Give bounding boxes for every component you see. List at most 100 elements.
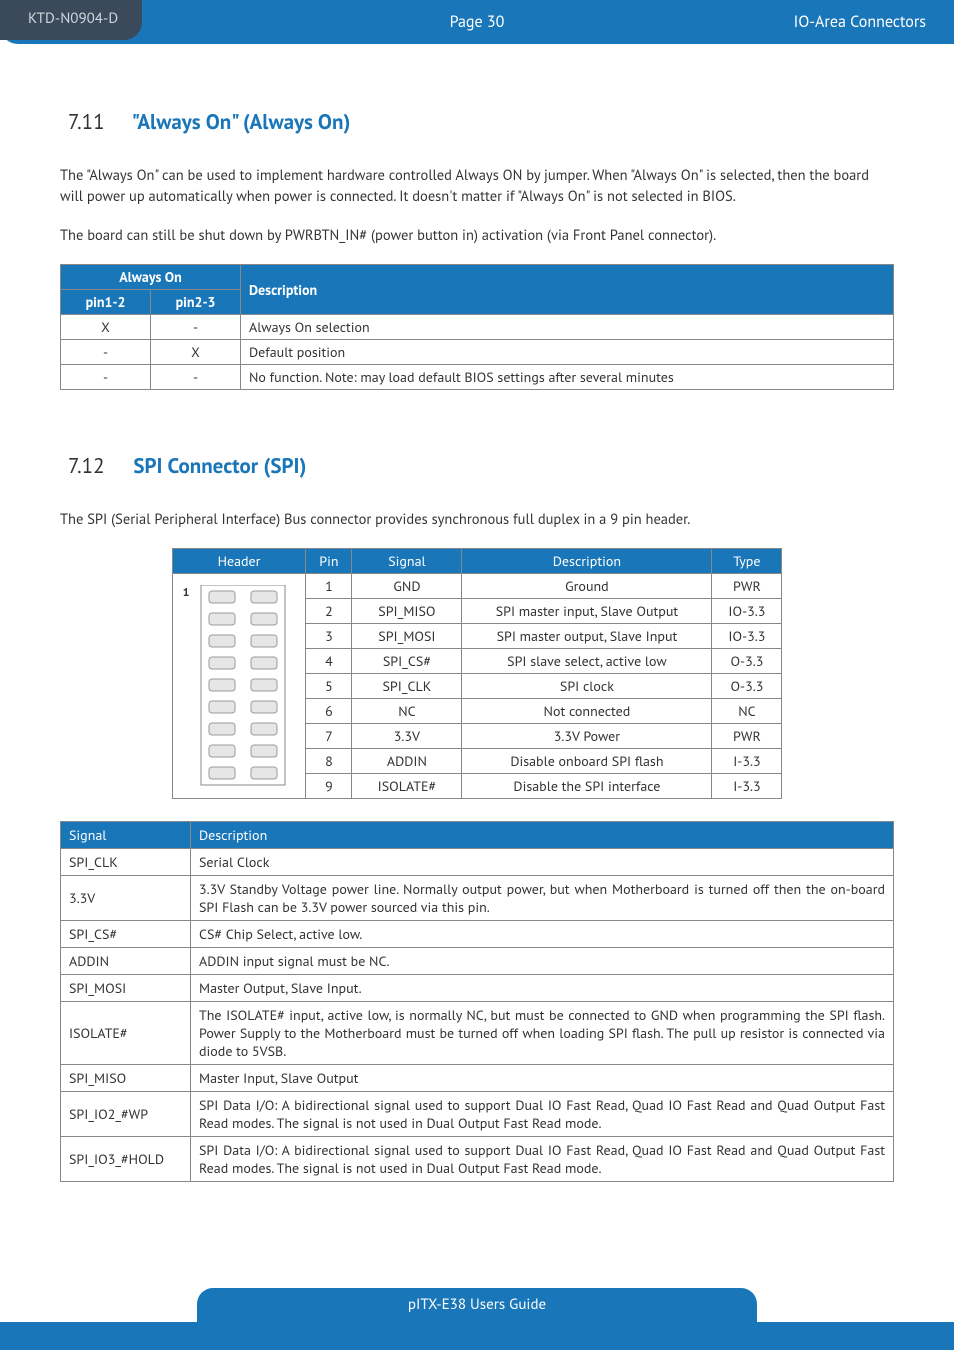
table-row: SPI_IO2_#WPSPI Data I/O: A bidirectional… [61,1092,894,1137]
cell: SPI_IO2_#WP [61,1092,191,1137]
cell: SPI slave select, active low [462,649,712,674]
paragraph: The SPI (Serial Peripheral Interface) Bu… [60,509,894,530]
cell: 1 [306,574,352,599]
cell: PWR [712,574,782,599]
cell: ADDIN [61,948,191,975]
cell: SPI_CS# [352,649,462,674]
section-name: IO-Area Connectors [794,12,926,32]
cell: ISOLATE# [352,774,462,799]
table-header: Description [241,265,894,315]
section-title-text: "Always On" (Always On) [132,108,351,135]
page-header: KTD-N0904-D Page 30 IO-Area Connectors [0,0,954,44]
cell: 3.3V [61,876,191,921]
cell: SPI_MOSI [352,624,462,649]
cell: IO-3.3 [712,599,782,624]
cell: SPI Data I/O: A bidirectional signal use… [191,1137,894,1182]
cell: The ISOLATE# input, active low, is norma… [191,1002,894,1065]
footer-title: pITX-E38 Users Guide [197,1288,757,1322]
cell: Disable the SPI interface [462,774,712,799]
table-header: pin1-2 [61,290,151,315]
cell: SPI master input, Slave Output [462,599,712,624]
table-header: Signal [352,549,462,574]
table-row: -XDefault position [61,340,894,365]
cell: Always On selection [241,315,894,340]
table-row: SPI_MISOMaster Input, Slave Output [61,1065,894,1092]
paragraph: The board can still be shut down by PWRB… [60,225,894,246]
cell: - [151,315,241,340]
cell: SPI_MOSI [61,975,191,1002]
table-header: Always On [61,265,241,290]
cell: Ground [462,574,712,599]
cell: PWR [712,724,782,749]
table-row: 3.3V3.3V Standby Voltage power line. Nor… [61,876,894,921]
cell: O-3.3 [712,674,782,699]
section-number: 7.12 [68,452,128,479]
table-header: Description [191,822,894,849]
cell: I-3.3 [712,749,782,774]
cell: 3.3V [352,724,462,749]
cell: CS# Chip Select, active low. [191,921,894,948]
cell: SPI master output, Slave Input [462,624,712,649]
cell: SPI_MISO [352,599,462,624]
cell: ADDIN input signal must be NC. [191,948,894,975]
cell: - [151,365,241,390]
table-header: Pin [306,549,352,574]
cell: SPI_CLK [61,849,191,876]
cell: SPI_CS# [61,921,191,948]
cell: SPI Data I/O: A bidirectional signal use… [191,1092,894,1137]
cell: 4 [306,649,352,674]
section-heading-7-12: 7.12 SPI Connector (SPI) [68,452,894,479]
cell: 3.3V Power [462,724,712,749]
table-header: Type [712,549,782,574]
table-row: SPI_CS#CS# Chip Select, active low. [61,921,894,948]
pin1-label: 1 [183,585,190,600]
connector-icon [191,585,295,787]
table-row: SPI_MOSIMaster Output, Slave Input. [61,975,894,1002]
table-row: 1 1GNDGroundPWR [172,574,782,599]
cell: Not connected [462,699,712,724]
cell: ADDIN [352,749,462,774]
cell: NC [352,699,462,724]
cell: 8 [306,749,352,774]
cell: 3 [306,624,352,649]
cell: Default position [241,340,894,365]
table-row: SPI_CLKSerial Clock [61,849,894,876]
cell: - [61,365,151,390]
cell: IO-3.3 [712,624,782,649]
cell: 2 [306,599,352,624]
cell: Serial Clock [191,849,894,876]
cell: 3.3V Standby Voltage power line. Normall… [191,876,894,921]
table-header: Header [172,549,306,574]
table-header: pin2-3 [151,290,241,315]
cell: GND [352,574,462,599]
doc-id: KTD-N0904-D [0,0,142,40]
table-header: Description [462,549,712,574]
page-content: 7.11 "Always On" (Always On) The "Always… [0,44,954,1182]
table-row: --No function. Note: may load default BI… [61,365,894,390]
table-row: ISOLATE#The ISOLATE# input, active low, … [61,1002,894,1065]
cell: SPI clock [462,674,712,699]
cell: Disable onboard SPI flash [462,749,712,774]
cell: No function. Note: may load default BIOS… [241,365,894,390]
table-row: X-Always On selection [61,315,894,340]
cell: ISOLATE# [61,1002,191,1065]
cell: 7 [306,724,352,749]
always-on-table: Always On Description pin1-2 pin2-3 X-Al… [60,264,894,390]
cell: X [151,340,241,365]
table-row: SPI_IO3_#HOLDSPI Data I/O: A bidirection… [61,1137,894,1182]
cell: NC [712,699,782,724]
header-diagram: 1 [172,574,306,799]
cell: Master Output, Slave Input. [191,975,894,1002]
cell: SPI_MISO [61,1065,191,1092]
cell: 5 [306,674,352,699]
cell: 6 [306,699,352,724]
cell: O-3.3 [712,649,782,674]
spi-pinout-table: Header Pin Signal Description Type 1 1GN… [172,548,783,799]
cell: 9 [306,774,352,799]
footer-strip [0,1322,954,1350]
cell: I-3.3 [712,774,782,799]
table-header: Signal [61,822,191,849]
cell: SPI_CLK [352,674,462,699]
cell: X [61,315,151,340]
table-row: ADDINADDIN input signal must be NC. [61,948,894,975]
